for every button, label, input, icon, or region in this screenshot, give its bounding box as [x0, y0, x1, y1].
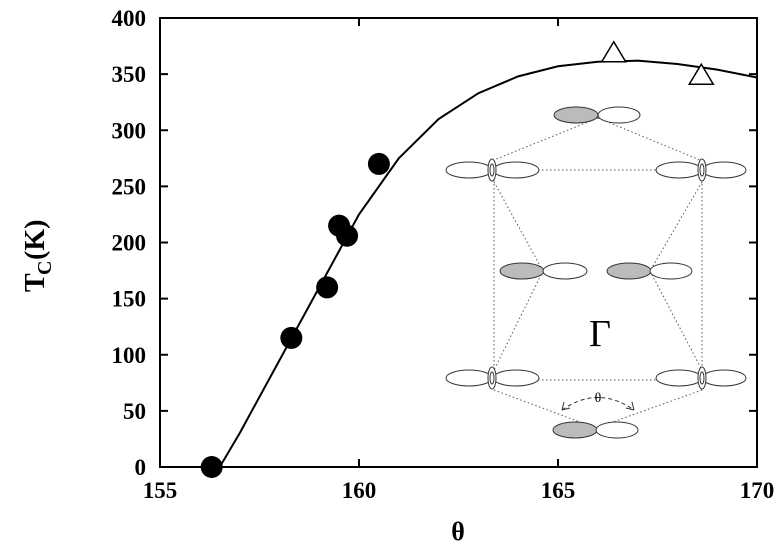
- data-point: [316, 276, 339, 299]
- y-tick-label: 0: [135, 455, 147, 480]
- y-tick-label: 200: [112, 231, 147, 256]
- x-tick-label: 155: [143, 478, 178, 503]
- x-tick-label: 160: [342, 478, 377, 503]
- data-point: [280, 326, 303, 349]
- y-axis-label: T C (K): [20, 220, 56, 292]
- y-label-main: T: [20, 273, 51, 292]
- y-label-unit: (K): [20, 220, 51, 260]
- plot-frame: [159, 17, 758, 468]
- y-tick-label: 100: [112, 343, 147, 368]
- y-tick-label: 300: [112, 118, 147, 143]
- gamma-label: Γ: [589, 313, 611, 355]
- x-tick-label: 170: [740, 478, 775, 503]
- y-tick-label: 350: [112, 62, 147, 87]
- y-tick-label: 250: [112, 174, 147, 199]
- y-tick-label: 50: [123, 399, 146, 424]
- data-point: [600, 40, 628, 63]
- data-point: [336, 224, 359, 247]
- y-tick-label: 400: [112, 6, 147, 31]
- inset-diagram: [445, 106, 747, 439]
- data-point: [687, 62, 715, 85]
- data-point: [200, 456, 223, 478]
- x-tick-label: 165: [541, 478, 576, 503]
- data-point: [367, 152, 390, 175]
- y-label-sub: C: [34, 261, 56, 275]
- angle-label: θ: [595, 391, 602, 406]
- x-axis-label: θ: [451, 517, 465, 546]
- y-tick-label: 150: [112, 287, 147, 312]
